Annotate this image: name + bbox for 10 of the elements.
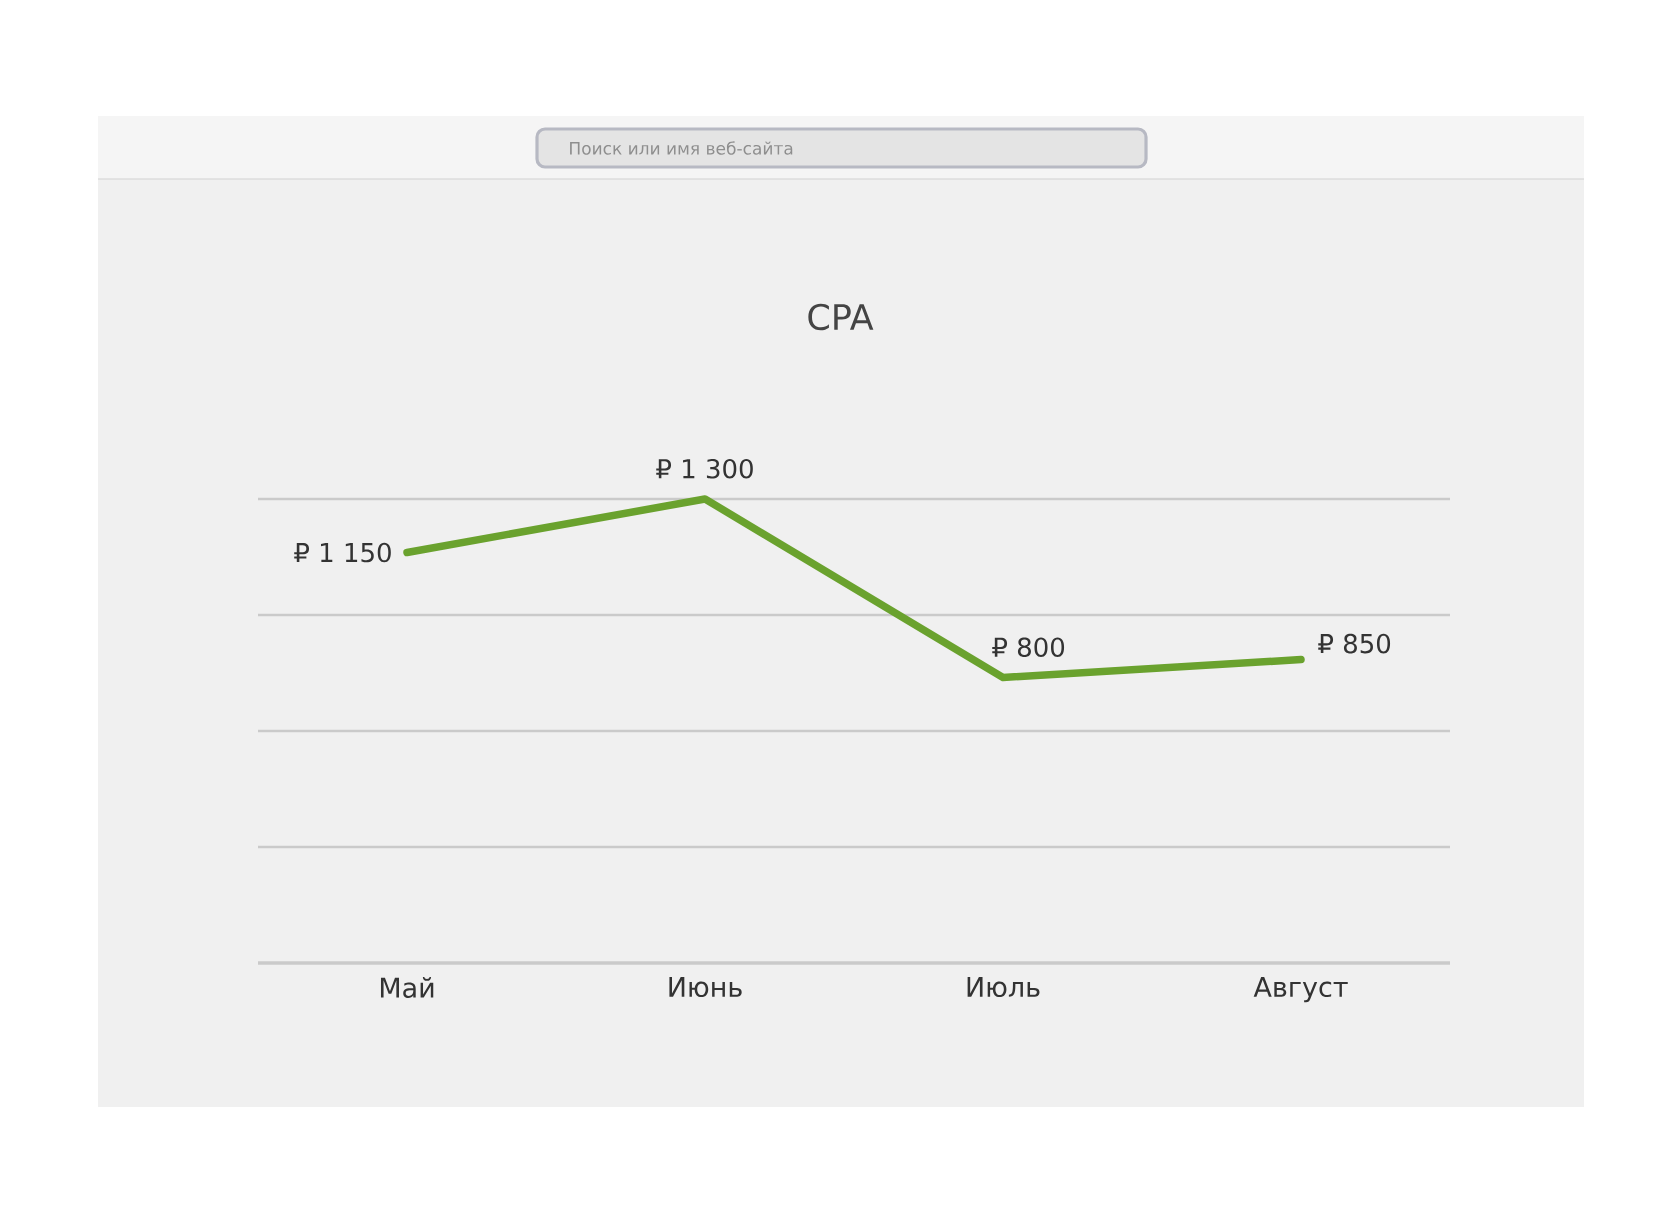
x-tick-label: Май	[380, 977, 434, 998]
chart-title: CPA	[808, 303, 874, 331]
data-label: ₽ 1 300	[656, 458, 753, 479]
data-label: ₽ 1 150	[294, 542, 391, 563]
x-tick-label: Июнь	[669, 977, 742, 998]
text: Поиск или имя веб-сайта	[570, 141, 793, 155]
x-tick-label: Июль	[967, 977, 1040, 998]
data-label: ₽ 850	[1318, 633, 1391, 654]
x-tick-label: Август	[1253, 977, 1348, 1003]
data-label: ₽ 800	[992, 637, 1065, 658]
